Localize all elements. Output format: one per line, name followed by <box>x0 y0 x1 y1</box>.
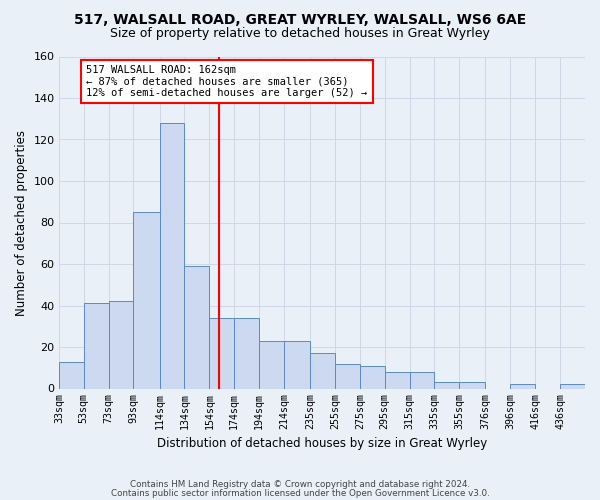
Bar <box>59 362 84 388</box>
Text: 517 WALSALL ROAD: 162sqm
← 87% of detached houses are smaller (365)
12% of semi-: 517 WALSALL ROAD: 162sqm ← 87% of detach… <box>86 65 367 98</box>
Bar <box>184 266 209 388</box>
X-axis label: Distribution of detached houses by size in Great Wyrley: Distribution of detached houses by size … <box>157 437 487 450</box>
Bar <box>410 372 434 388</box>
Bar <box>109 302 133 388</box>
Bar <box>560 384 585 388</box>
Bar <box>160 123 184 388</box>
Bar <box>434 382 460 388</box>
Text: Contains HM Land Registry data © Crown copyright and database right 2024.: Contains HM Land Registry data © Crown c… <box>130 480 470 489</box>
Text: Size of property relative to detached houses in Great Wyrley: Size of property relative to detached ho… <box>110 28 490 40</box>
Bar <box>310 353 335 388</box>
Bar <box>385 372 410 388</box>
Bar <box>284 341 310 388</box>
Bar <box>84 304 109 388</box>
Bar <box>234 318 259 388</box>
Text: 517, WALSALL ROAD, GREAT WYRLEY, WALSALL, WS6 6AE: 517, WALSALL ROAD, GREAT WYRLEY, WALSALL… <box>74 12 526 26</box>
Bar <box>259 341 284 388</box>
Y-axis label: Number of detached properties: Number of detached properties <box>15 130 28 316</box>
Bar <box>360 366 385 388</box>
Bar <box>511 384 535 388</box>
Bar <box>335 364 360 388</box>
Bar <box>133 212 160 388</box>
Text: Contains public sector information licensed under the Open Government Licence v3: Contains public sector information licen… <box>110 488 490 498</box>
Bar <box>460 382 485 388</box>
Bar <box>209 318 234 388</box>
